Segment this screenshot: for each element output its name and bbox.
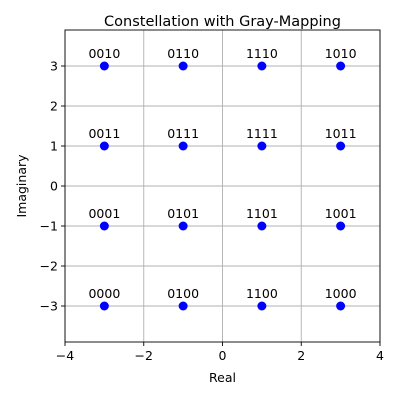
data-point [336,61,346,71]
x-tick-label: 2 [297,348,305,363]
point-label: 1000 [325,286,357,301]
data-point [178,61,188,71]
y-axis-label: Imaginary [14,154,29,218]
point-label: 0110 [167,46,199,61]
data-point [178,141,188,151]
point-label: 1100 [246,286,278,301]
point-label: 0011 [88,126,120,141]
data-point [336,301,346,311]
point-label: 1010 [325,46,357,61]
point-label: 1011 [325,126,357,141]
y-tick-label: −1 [40,219,58,234]
point-label: 1001 [325,206,357,221]
point-label: 0000 [88,286,120,301]
x-tick-label: −4 [56,348,74,363]
data-point [99,301,109,311]
y-tick-label: 0 [50,179,58,194]
point-label: 1111 [246,126,278,141]
x-tick-label: 0 [219,348,227,363]
data-point [99,61,109,71]
x-axis-label: Real [209,370,236,385]
point-label: 0010 [88,46,120,61]
y-tick-label: −3 [40,299,58,314]
x-tick-label: −2 [135,348,153,363]
y-tick-label: 2 [50,99,58,114]
point-labels: 0010 0110 1110 1010 0011 0111 1111 1011 0001 0101… [88,46,356,301]
data-point [99,141,109,151]
point-label: 0001 [88,206,120,221]
point-label: 1110 [246,46,278,61]
data-point [257,301,267,311]
data-points [99,61,346,311]
data-point [257,221,267,231]
data-point [99,221,109,231]
data-point [178,221,188,231]
data-point [336,141,346,151]
chart-title: Constellation with Gray-Mapping [104,14,341,30]
point-label: 0101 [167,206,199,221]
x-tick-label: 4 [376,348,384,363]
y-tick-label: 1 [50,139,58,154]
point-label: 1101 [246,206,278,221]
y-tick-label: 3 [50,59,58,74]
data-point [257,141,267,151]
data-point [178,301,188,311]
data-point [257,61,267,71]
axis-ticks: −4 −2 0 2 4 −3 −2 −1 0 1 2 3 [40,59,384,364]
point-label: 0111 [167,126,199,141]
point-label: 0100 [167,286,199,301]
data-point [336,221,346,231]
plot-frame [64,29,381,343]
y-tick-label: −2 [40,259,58,274]
